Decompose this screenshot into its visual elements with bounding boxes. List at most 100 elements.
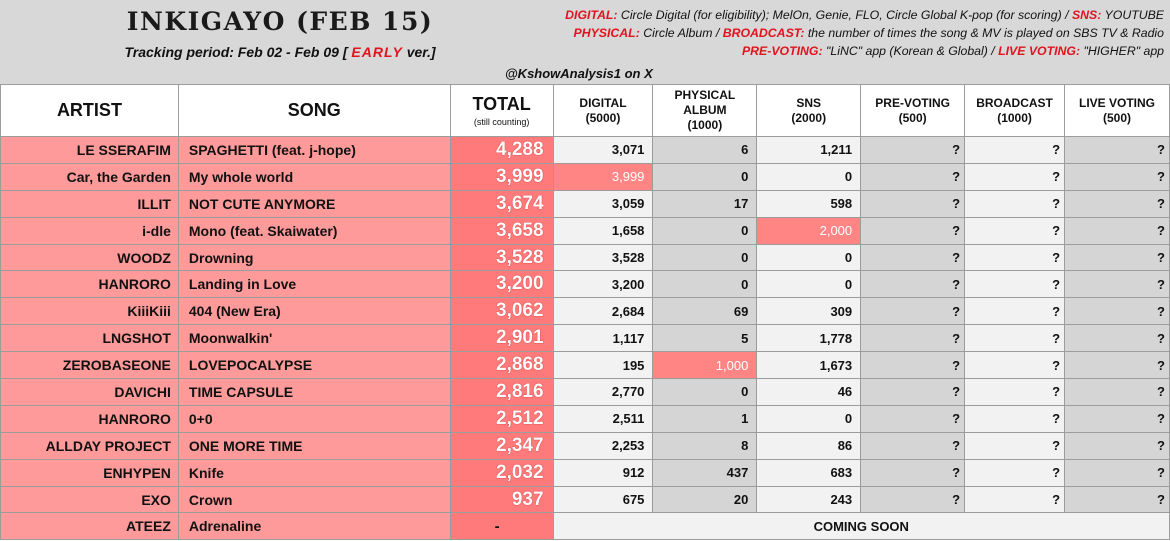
col-broadcast-max: (1000) — [997, 110, 1032, 125]
cell-livevoting: ? — [1064, 189, 1170, 218]
cell-digital: 675 — [552, 485, 654, 514]
cell-artist: ALLDAY PROJECT — [0, 431, 179, 460]
cell-sns: 0 — [756, 270, 862, 299]
header-band: INKIGAYO (FEB 15) Tracking period: Feb 0… — [0, 0, 1170, 84]
cell-livevoting: ? — [1064, 458, 1170, 487]
cell-prevoting: ? — [860, 162, 966, 191]
col-physical-label-1: PHYSICAL — [674, 88, 736, 102]
col-total-label: TOTAL — [472, 94, 531, 114]
legend-key: PHYSICAL: — [573, 26, 640, 40]
cell-broadcast: ? — [964, 404, 1066, 433]
cell-prevoting: ? — [860, 378, 966, 406]
cell-physical: 5 — [652, 324, 758, 353]
legend-text: "LiNC" app (Korean & Global) / — [822, 44, 999, 58]
cell-total: 2,816 — [449, 378, 554, 406]
cell-prevoting: ? — [860, 189, 966, 218]
cell-prevoting: ? — [860, 324, 966, 353]
cell-physical: 6 — [652, 136, 758, 164]
cell-physical: 1,000 — [652, 351, 758, 380]
cell-song: Moonwalkin' — [177, 324, 451, 353]
cell-total: 2,032 — [449, 458, 554, 487]
cell-digital: 3,999 — [552, 162, 654, 191]
cell-physical: 0 — [652, 378, 758, 406]
cell-broadcast: ? — [964, 485, 1066, 514]
cell-artist: LNGSHOT — [0, 324, 179, 353]
cell-digital: 1,117 — [552, 324, 654, 353]
cell-livevoting: ? — [1064, 297, 1170, 326]
table-row: ALLDAY PROJECT ONE MORE TIME 2,347 2,253 8 86… — [0, 431, 1170, 460]
cell-total: 937 — [449, 485, 554, 514]
col-physical-max: (1000) — [687, 118, 723, 132]
cell-physical: 437 — [652, 458, 758, 487]
cell-prevoting: ? — [860, 136, 966, 164]
cell-livevoting: ? — [1064, 136, 1170, 164]
legend-text: Circle Album / — [639, 26, 723, 40]
cell-livevoting: ? — [1064, 431, 1170, 460]
col-artist: ARTIST — [0, 84, 179, 137]
cell-sns: 86 — [756, 431, 862, 460]
cell-artist: EXO — [0, 485, 179, 514]
cell-broadcast: ? — [964, 243, 1066, 272]
cell-artist: KiiiKiii — [0, 297, 179, 326]
cell-broadcast: ? — [964, 162, 1066, 191]
cell-song: ONE MORE TIME — [177, 431, 451, 460]
cell-song: Mono (feat. Skaiwater) — [177, 216, 451, 245]
cell-sns: 46 — [756, 378, 862, 406]
chart-table: ARTIST SONG TOTAL (still counting) DIGITA… — [0, 84, 1170, 541]
cell-physical: 1 — [652, 404, 758, 433]
legend-text: the number of times the song & MV is pla… — [804, 26, 1164, 40]
cell-total: 3,658 — [449, 216, 554, 245]
cell-song: Knife — [177, 458, 451, 487]
col-broadcast-label: BROADCAST — [976, 95, 1053, 110]
cell-digital: 2,684 — [552, 297, 654, 326]
legend-line-3: PRE-VOTING: "LiNC" app (Korean & Global)… — [565, 42, 1164, 60]
cell-total: 2,512 — [449, 404, 554, 433]
cell-digital: 2,253 — [552, 431, 654, 460]
cell-song: NOT CUTE ANYMORE — [177, 189, 451, 218]
cell-digital: 2,511 — [552, 404, 654, 433]
cell-broadcast: ? — [964, 431, 1066, 460]
cell-artist: i-dle — [0, 216, 179, 245]
cell-song: Drowning — [177, 243, 451, 272]
cell-song: TIME CAPSULE — [177, 378, 451, 406]
cell-artist: Car, the Garden — [0, 162, 179, 191]
col-livevoting: LIVE VOTING (500) — [1064, 84, 1170, 137]
cell-digital: 3,059 — [552, 189, 654, 218]
cell-sns: 2,000 — [756, 216, 862, 245]
cell-sns: 0 — [756, 404, 862, 433]
tracking-period: Tracking period: Feb 02 - Feb 09 [ EARLY… — [80, 44, 480, 60]
col-sns-max: (2000) — [791, 110, 827, 125]
page-title: INKIGAYO (FEB 15) — [126, 7, 434, 36]
cell-digital: 1,658 — [552, 216, 654, 245]
col-prevoting: PRE-VOTING (500) — [860, 84, 966, 137]
col-total: TOTAL (still counting) — [449, 84, 554, 137]
legend-line-2: PHYSICAL: Circle Album / BROADCAST: the … — [565, 24, 1164, 42]
cell-broadcast: ? — [964, 270, 1066, 299]
table-row: HANRORO 0+0 2,512 2,511 1 0??? — [0, 404, 1170, 433]
cell-broadcast: ? — [964, 216, 1066, 245]
cell-prevoting: ? — [860, 351, 966, 380]
scoring-legend: DIGITAL: Circle Digital (for eligibility… — [565, 6, 1164, 60]
col-prevoting-label: PRE-VOTING — [875, 95, 950, 110]
cell-total: 4,288 — [449, 136, 554, 164]
cell-sns: 243 — [756, 485, 862, 514]
cell-prevoting: ? — [860, 243, 966, 272]
cell-sns: 1,211 — [756, 136, 862, 164]
col-physical: PHYSICAL ALBUM (1000) — [652, 84, 758, 137]
col-total-note: (still counting) — [473, 117, 530, 127]
cell-song: My whole world — [177, 162, 451, 191]
cell-sns: 0 — [756, 162, 862, 191]
cell-sns: 309 — [756, 297, 862, 326]
cell-song: Adrenaline — [177, 512, 451, 541]
legend-key: DIGITAL: — [565, 8, 618, 22]
cell-sns: 0 — [756, 243, 862, 272]
table-row: LNGSHOT Moonwalkin' 2,901 1,117 5 1,778??? — [0, 324, 1170, 353]
col-song: SONG — [177, 84, 451, 137]
cell-total: 3,528 — [449, 243, 554, 272]
col-digital-label: DIGITAL — [579, 95, 627, 110]
cell-prevoting: ? — [860, 270, 966, 299]
table-row: DAVICHI TIME CAPSULE 2,816 2,770 0 46??? — [0, 378, 1170, 406]
cell-broadcast: ? — [964, 458, 1066, 487]
cell-total: 2,901 — [449, 324, 554, 353]
cell-livevoting: ? — [1064, 404, 1170, 433]
